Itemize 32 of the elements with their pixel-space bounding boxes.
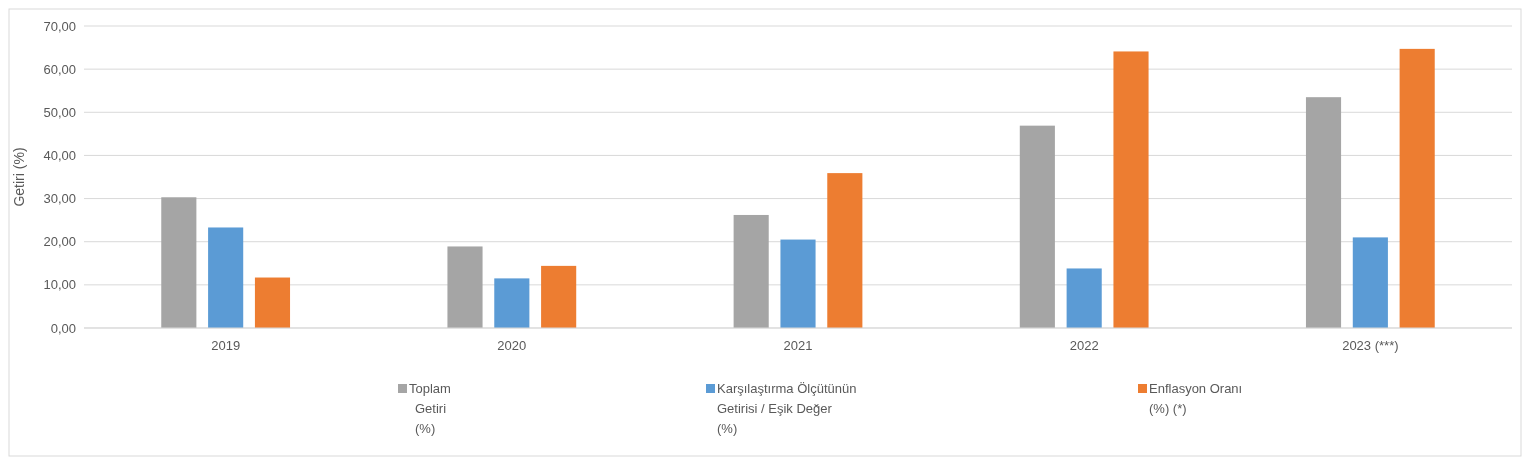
bar xyxy=(827,173,863,328)
bar xyxy=(541,265,577,328)
y-tick-label: 40,00 xyxy=(43,147,76,163)
x-tick-label: 2021 xyxy=(783,338,813,353)
x-tick-label: 2019 xyxy=(211,338,241,353)
bar xyxy=(1113,51,1149,328)
y-tick-label: 50,00 xyxy=(43,104,76,120)
y-tick-label: 0,00 xyxy=(50,320,76,336)
y-tick-label: 30,00 xyxy=(43,191,76,207)
x-tick-label: 2023 (***) xyxy=(1342,338,1399,353)
bar xyxy=(1305,97,1342,328)
bar xyxy=(494,278,530,328)
bar xyxy=(1019,125,1055,328)
y-tick-label: 10,00 xyxy=(43,277,76,293)
x-tick-label: 2022 xyxy=(1069,338,1099,353)
y-tick-label: 70,00 xyxy=(43,18,76,34)
legend-label: Enflasyon Oranı (%) (*) xyxy=(1149,381,1243,416)
bar xyxy=(447,246,483,328)
legend-label: Karşılaştırma Ölçütünün Getirisi / Eşik Değer (%) xyxy=(717,381,857,436)
bar xyxy=(1066,268,1102,328)
legend-label: Toplam Getiri (%) xyxy=(409,381,451,436)
y-axis-title: Getiri (%) xyxy=(11,147,27,207)
bar xyxy=(208,227,244,328)
bar xyxy=(1399,48,1435,328)
bar xyxy=(161,197,197,328)
bar xyxy=(780,239,816,328)
y-tick-label: 20,00 xyxy=(43,234,76,250)
bar xyxy=(1352,237,1388,328)
bar xyxy=(733,214,769,328)
bar xyxy=(254,277,291,328)
y-tick-label: 60,00 xyxy=(43,61,76,77)
x-tick-label: 2020 xyxy=(497,338,527,353)
